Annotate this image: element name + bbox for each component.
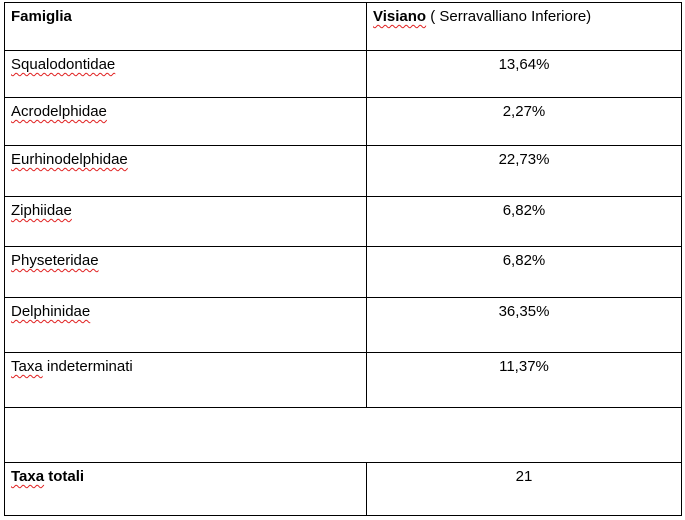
family-name-first-word: Taxa (11, 358, 43, 375)
value-cell[interactable]: 22,73% (366, 145, 682, 197)
family-cell[interactable]: Squalodontidae (4, 50, 367, 98)
value-cell[interactable]: 6,82% (366, 246, 682, 298)
percentage-value: 11,37% (499, 358, 549, 375)
table-row: Taxa indeterminati 11,37% (4, 352, 682, 408)
header-site-detail: ( Serravalliano Inferiore) (426, 8, 592, 25)
family-name: Delphinidae (11, 303, 91, 320)
table-row: Delphinidae 36,35% (4, 297, 682, 353)
family-name: Eurhinodelphidae (11, 151, 128, 168)
percentage-value: 36,35% (498, 303, 550, 320)
total-value-cell[interactable]: 21 (366, 462, 682, 516)
value-cell[interactable]: 13,64% (366, 50, 682, 98)
family-name: Ziphiidae (11, 202, 72, 219)
total-label-rest: totali (44, 468, 85, 485)
table-row: Squalodontidae 13,64% (4, 50, 682, 98)
family-cell[interactable]: Delphinidae (4, 297, 367, 353)
percentage-value: 2,27% (502, 103, 546, 120)
family-name: Squalodontidae (11, 56, 116, 73)
family-name-rest: indeterminati (42, 358, 133, 375)
empty-cell[interactable] (4, 407, 682, 463)
family-percentage-table: Famiglia Visiano ( Serravalliano Inferio… (4, 2, 682, 516)
table-row: Eurhinodelphidae 22,73% (4, 145, 682, 197)
header-site-cell[interactable]: Visiano ( Serravalliano Inferiore) (366, 2, 682, 51)
value-cell[interactable]: 11,37% (366, 352, 682, 408)
family-name: Physeteridae (11, 252, 99, 269)
percentage-value: 22,73% (498, 151, 550, 168)
family-cell[interactable]: Eurhinodelphidae (4, 145, 367, 197)
total-value: 21 (515, 468, 533, 485)
family-cell[interactable]: Taxa indeterminati (4, 352, 367, 408)
value-cell[interactable]: 6,82% (366, 196, 682, 247)
table-row: Acrodelphidae 2,27% (4, 97, 682, 146)
total-label-cell[interactable]: Taxa totali (4, 462, 367, 516)
percentage-value: 6,82% (502, 252, 546, 269)
header-family-label: Famiglia (11, 8, 72, 25)
empty-row (4, 407, 682, 463)
family-cell[interactable]: Acrodelphidae (4, 97, 367, 146)
total-label-first-word: Taxa (11, 468, 45, 485)
family-cell[interactable]: Physeteridae (4, 246, 367, 298)
table-row: Physeteridae 6,82% (4, 246, 682, 298)
header-family-cell[interactable]: Famiglia (4, 2, 367, 51)
value-cell[interactable]: 36,35% (366, 297, 682, 353)
value-cell[interactable]: 2,27% (366, 97, 682, 146)
percentage-value: 6,82% (502, 202, 546, 219)
table-header-row: Famiglia Visiano ( Serravalliano Inferio… (4, 2, 682, 51)
percentage-value: 13,64% (498, 56, 550, 73)
total-row: Taxa totali 21 (4, 462, 682, 516)
table-row: Ziphiidae 6,82% (4, 196, 682, 247)
header-site-label: Visiano (373, 8, 427, 25)
family-name: Acrodelphidae (11, 103, 107, 120)
family-cell[interactable]: Ziphiidae (4, 196, 367, 247)
